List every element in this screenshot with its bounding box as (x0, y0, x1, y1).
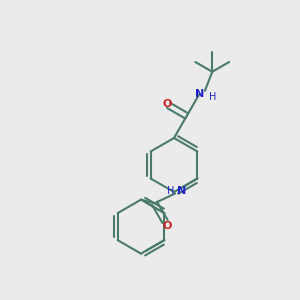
Text: N: N (177, 185, 187, 196)
Text: N: N (195, 89, 204, 99)
Text: O: O (163, 221, 172, 231)
Text: O: O (162, 99, 172, 109)
Text: H: H (209, 92, 217, 102)
Text: H: H (167, 185, 174, 196)
